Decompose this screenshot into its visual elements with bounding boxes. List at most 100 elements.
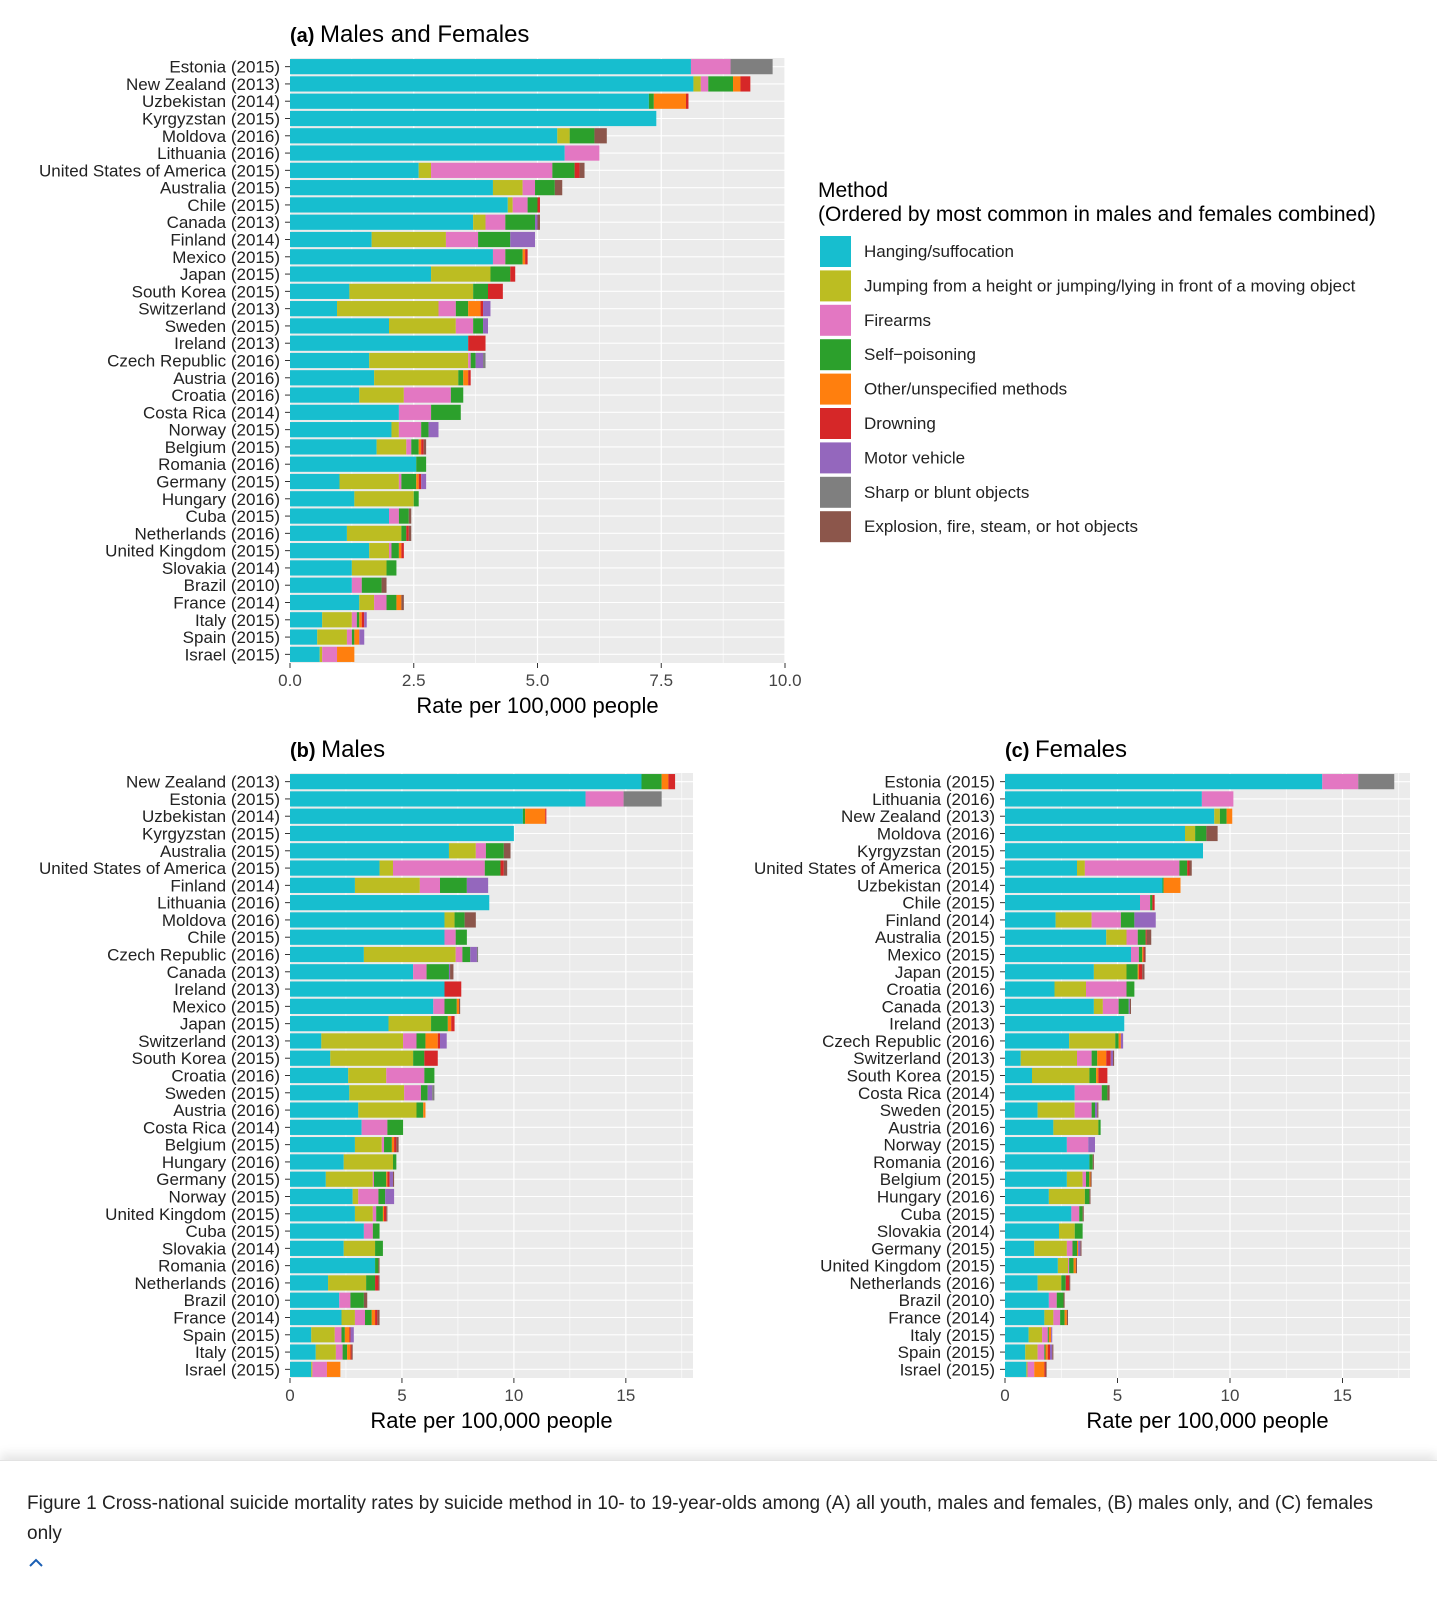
bar-segment [290, 646, 320, 662]
category-label: Croatia (2016) [171, 1067, 280, 1086]
category-label: Hungary (2016) [877, 1188, 995, 1207]
category-label: Switzerland (2013) [138, 300, 280, 319]
bar-segment [359, 387, 404, 403]
bar-segment [1034, 1240, 1067, 1256]
bar-segment [387, 1171, 390, 1187]
bar-segment [1066, 1240, 1073, 1256]
bar-segment [431, 404, 461, 420]
bar-segment [378, 1275, 380, 1291]
legend-label: Other/unspecified methods [864, 380, 1067, 399]
bar-segment [290, 1292, 340, 1308]
bar-segment [425, 1033, 438, 1049]
bar-segment [668, 774, 676, 790]
bar-segment [478, 231, 511, 248]
bar-segment [290, 843, 449, 859]
bar-segment [473, 318, 484, 334]
x-tick-label: 7.5 [649, 671, 673, 690]
category-label: Ireland (2013) [889, 1015, 995, 1034]
bar-segment [389, 508, 399, 524]
bar-segment [335, 1344, 343, 1360]
bar-segment [1005, 1137, 1067, 1153]
category-label: United Kingdom (2015) [820, 1257, 995, 1276]
bar-segment [1054, 981, 1086, 997]
bar-segment [700, 76, 709, 92]
bar-segment [290, 145, 565, 161]
bar-segment [1005, 964, 1094, 980]
bar-segment [387, 1119, 404, 1135]
bar-segment [1005, 774, 1323, 790]
x-tick-label: 5 [1113, 1386, 1122, 1405]
bar-segment [537, 197, 540, 213]
category-label: Finland (2014) [170, 876, 280, 895]
bar-segment [290, 180, 493, 196]
category-label: South Korea (2015) [132, 282, 280, 301]
category-label: Kyrgyzstan (2015) [142, 825, 280, 844]
bar-segment [1096, 1067, 1099, 1084]
bar-segment [1092, 1154, 1094, 1170]
bar-segment [1110, 1050, 1113, 1066]
bar-segment [483, 301, 491, 317]
bar-segment [1089, 1154, 1093, 1170]
category-label: Romania (2016) [158, 1257, 280, 1276]
bar-segment [1047, 1327, 1049, 1343]
category-label: United States of America (2015) [754, 859, 995, 878]
bar-segment [1091, 1050, 1098, 1066]
category-label: Germany (2015) [156, 1170, 280, 1189]
bar-segment [448, 964, 451, 980]
category-label: Romania (2016) [158, 455, 280, 474]
category-label: Moldova (2016) [877, 825, 995, 844]
x-tick-label: 5.0 [526, 671, 550, 690]
bar-segment [1118, 1033, 1121, 1049]
category-label: Hungary (2016) [162, 490, 280, 509]
bar-segment [433, 998, 445, 1014]
bar-segment [1005, 1067, 1032, 1084]
bar-segment [408, 525, 412, 541]
bar-segment [290, 825, 514, 842]
bar-segment [1060, 1309, 1065, 1326]
category-label: Estonia (2015) [169, 790, 280, 809]
bar-segment [1005, 895, 1140, 911]
bar-segment [322, 612, 352, 628]
bar-segment [290, 1016, 389, 1032]
bar-segment [1097, 1050, 1107, 1066]
x-axis-label: Rate per 100,000 people [416, 693, 658, 718]
bar-segment [1005, 1223, 1059, 1239]
bar-segment [1005, 1292, 1049, 1308]
bar-segment [1057, 1258, 1068, 1274]
chevron-up-icon[interactable] [25, 1553, 47, 1571]
bar-segment [468, 335, 486, 351]
bar-segment [522, 180, 536, 196]
bar-segment [480, 301, 484, 317]
bar-segment [1005, 1154, 1090, 1170]
bar-segment [349, 1327, 351, 1343]
bar-segment [535, 214, 538, 230]
bar-segment [398, 543, 402, 559]
category-label: Japan (2015) [180, 265, 280, 284]
bar-segment [290, 1309, 342, 1326]
bar-segment [352, 1188, 359, 1205]
bar-segment [1131, 946, 1139, 963]
bar-segment [406, 525, 409, 541]
category-label: Costa Rica (2014) [143, 1118, 280, 1137]
bar-segment [385, 1188, 395, 1205]
bar-segment [375, 1275, 379, 1291]
bar-segment [1025, 1344, 1038, 1360]
bar-segment [1185, 825, 1196, 842]
category-label: Cuba (2015) [185, 1222, 280, 1241]
bar-segment [1201, 791, 1234, 807]
bar-segment [398, 404, 432, 420]
category-label: Romania (2016) [873, 1153, 995, 1172]
bar-segment [290, 439, 377, 455]
bar-segment [311, 1361, 313, 1377]
bar-segment [470, 352, 476, 369]
figure-caption-panel: Figure 1 Cross-national suicide mortalit… [0, 1460, 1437, 1601]
bar-segment [1061, 1275, 1066, 1291]
bar-segment [389, 318, 456, 334]
legend-label: Firearms [864, 311, 931, 330]
bar-segment [585, 791, 624, 807]
bar-segment [1115, 1033, 1119, 1049]
bar-segment [569, 128, 595, 144]
category-label: Switzerland (2013) [138, 1032, 280, 1051]
bar-segment [384, 1206, 387, 1222]
bar-segment [1005, 1309, 1045, 1326]
